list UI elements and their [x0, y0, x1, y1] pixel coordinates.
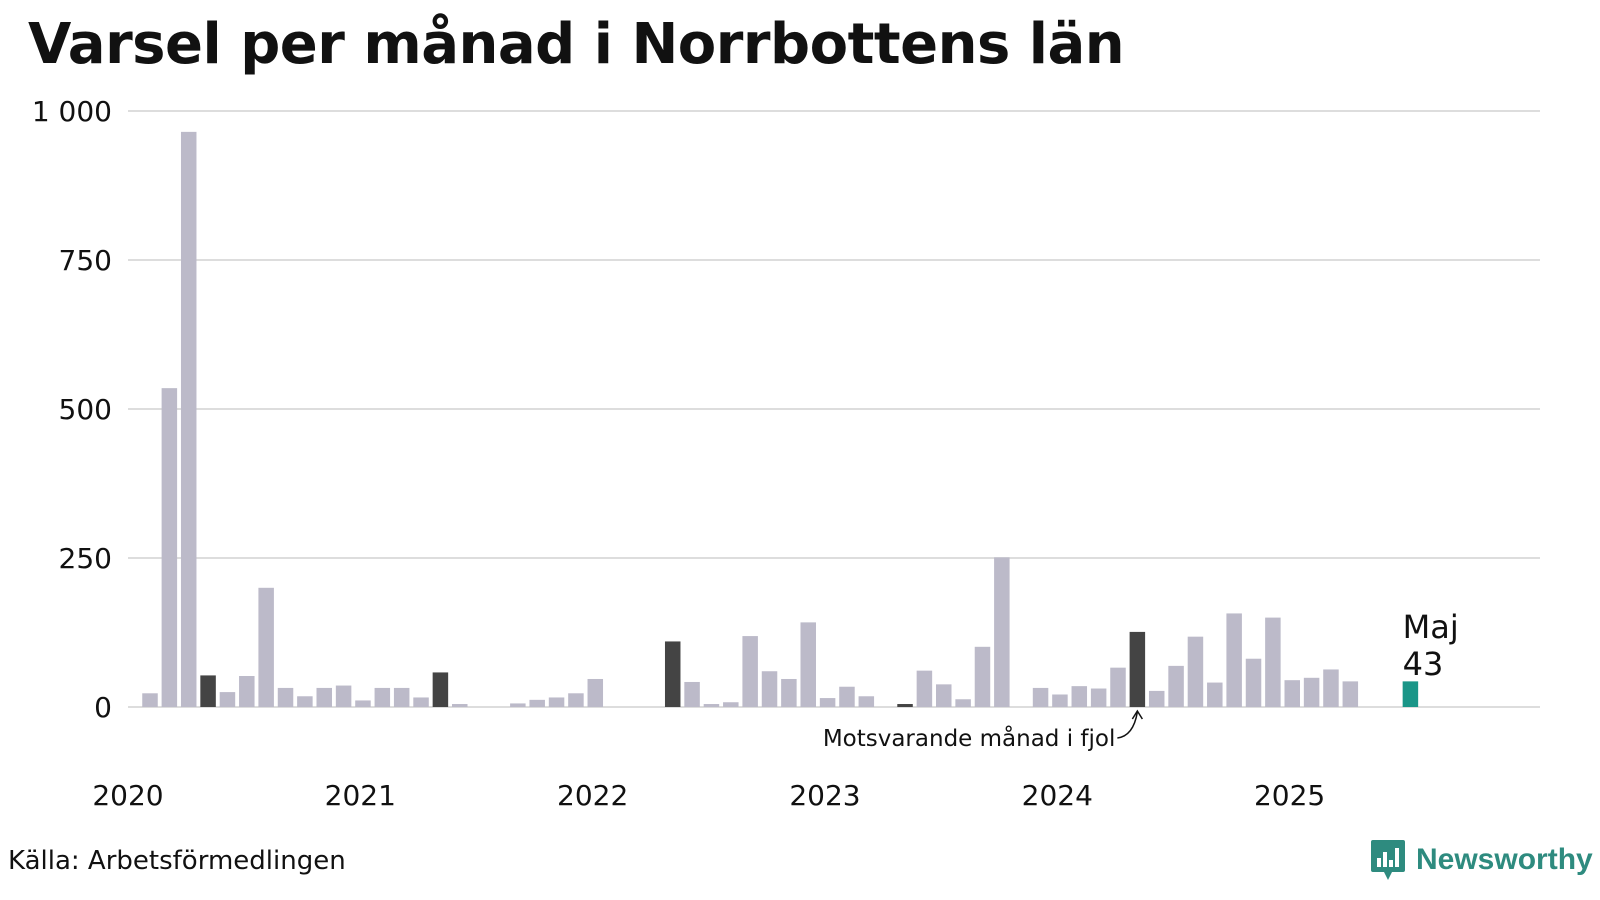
bar	[529, 699, 545, 707]
source-note: Källa: Arbetsförmedlingen	[8, 846, 346, 876]
bar	[839, 686, 855, 707]
newsworthy-logo-icon	[1371, 840, 1405, 880]
bar	[355, 700, 371, 707]
bar	[180, 131, 197, 708]
x-tick-label: 2022	[557, 779, 628, 812]
bar	[1323, 669, 1339, 707]
bar	[239, 676, 255, 707]
brand-name: Newsworthy	[1416, 843, 1593, 876]
x-axis-year-labels: 2020 2021 2022 2023 2024 2025	[92, 779, 1325, 812]
bar	[1168, 665, 1184, 707]
x-tick-label: 2020	[92, 779, 163, 812]
bar	[587, 678, 604, 707]
bar	[819, 698, 836, 707]
bar	[703, 704, 720, 707]
bar	[1342, 681, 1359, 707]
bar	[1090, 688, 1107, 707]
bar	[393, 687, 410, 707]
bar	[1265, 617, 1281, 707]
bar	[936, 684, 952, 707]
bar	[1245, 658, 1262, 707]
bar	[452, 704, 468, 707]
bar	[1187, 636, 1204, 707]
bar	[335, 685, 352, 707]
bar	[568, 693, 584, 707]
bar	[858, 696, 875, 707]
x-tick-label: 2021	[325, 779, 396, 812]
annotation-arrowhead	[1131, 709, 1143, 720]
bar	[955, 699, 971, 707]
annotation-arrow	[1117, 711, 1139, 739]
bar	[510, 703, 526, 707]
bar-same-month-last-year	[664, 641, 681, 707]
current-month-value: 43	[1403, 645, 1444, 683]
bar	[781, 678, 797, 707]
x-tick-label: 2024	[1022, 779, 1093, 812]
y-tick-label: 750	[59, 244, 112, 277]
bar	[1071, 686, 1088, 707]
bar-same-month-last-year	[1129, 631, 1146, 707]
x-tick-label: 2025	[1254, 779, 1325, 812]
bar	[548, 697, 565, 707]
bars	[142, 131, 1419, 708]
bar	[297, 696, 313, 707]
y-tick-label: 1 000	[32, 95, 112, 128]
bar	[1284, 680, 1300, 707]
bar-same-month-last-year	[897, 704, 913, 707]
x-tick-label: 2023	[789, 779, 860, 812]
bar	[1052, 694, 1068, 707]
current-month-label: Maj	[1403, 608, 1459, 646]
bar	[723, 702, 739, 707]
bar	[142, 693, 158, 707]
brand-logo: Newsworthy	[1370, 838, 1593, 882]
bar	[1032, 687, 1049, 707]
bar	[316, 687, 332, 707]
chart-title: Varsel per månad i Norrbottens län	[28, 12, 1125, 77]
bar	[374, 687, 391, 707]
bar	[1110, 667, 1126, 707]
bar-same-month-last-year	[200, 675, 216, 707]
bar	[994, 557, 1010, 707]
gridlines	[128, 110, 1540, 708]
bar	[742, 636, 758, 707]
bar	[974, 646, 991, 707]
bar	[161, 388, 178, 707]
bar	[916, 670, 933, 707]
y-tick-label: 0	[94, 691, 112, 724]
bar	[1303, 677, 1320, 707]
bar	[761, 671, 778, 707]
bar	[1226, 613, 1242, 707]
bar	[1148, 690, 1165, 707]
bar	[684, 681, 700, 707]
y-tick-label: 250	[59, 542, 112, 575]
bar	[258, 587, 274, 707]
bar	[1207, 682, 1223, 707]
bar	[413, 697, 429, 707]
y-axis-tick-labels: 0 250 500 750 1 000	[32, 95, 112, 724]
bar-same-month-last-year	[432, 672, 449, 707]
bar	[800, 622, 816, 707]
annotation-text: Motsvarande månad i fjol	[823, 724, 1116, 752]
y-tick-label: 500	[59, 393, 112, 426]
bar	[219, 692, 236, 707]
bar	[277, 687, 294, 707]
bar-current-month	[1402, 681, 1419, 707]
